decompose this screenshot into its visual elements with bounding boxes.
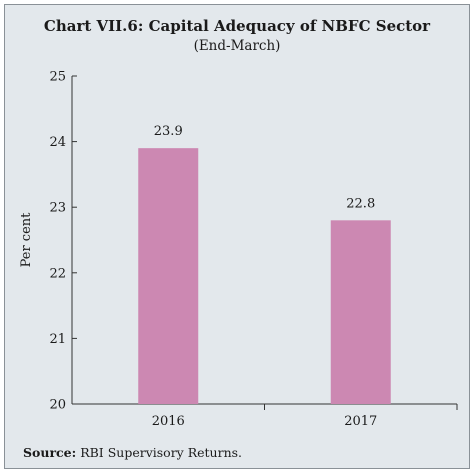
bar-2016	[138, 148, 199, 404]
bar-2017	[330, 220, 391, 404]
source-text: RBI Supervisory Returns.	[80, 445, 243, 460]
y-axis: 20 21 22 23 24 25	[49, 70, 77, 413]
y-tick-label: 25	[49, 70, 66, 85]
y-tick-label: 22	[49, 266, 66, 281]
y-tick-label: 21	[49, 332, 66, 347]
source-note: Source: RBI Supervisory Returns.	[23, 445, 242, 460]
y-tick-label: 24	[49, 135, 66, 150]
bar-chart: 20 21 22 23 24 25 2016 2017 23.9 22.8 Per cent	[19, 70, 458, 429]
bars: 23.9 22.8	[138, 124, 391, 404]
chart-title: Chart VII.6: Capital Adequacy of NBFC Se…	[43, 17, 431, 35]
source-label: Source:	[23, 445, 77, 460]
chart-panel: Chart VII.6: Capital Adequacy of NBFC Se…	[4, 4, 470, 469]
data-label-2016: 23.9	[154, 124, 183, 139]
x-tick-label-2017: 2017	[344, 414, 377, 429]
chart-subtitle: (End-March)	[193, 38, 281, 54]
x-axis: 2016 2017	[72, 403, 458, 429]
y-tick-label: 20	[49, 398, 66, 413]
data-label-2017: 22.8	[346, 196, 375, 211]
y-tick-label: 23	[49, 201, 66, 216]
y-axis-label: Per cent	[19, 212, 34, 268]
x-tick-label-2016: 2016	[152, 414, 185, 429]
